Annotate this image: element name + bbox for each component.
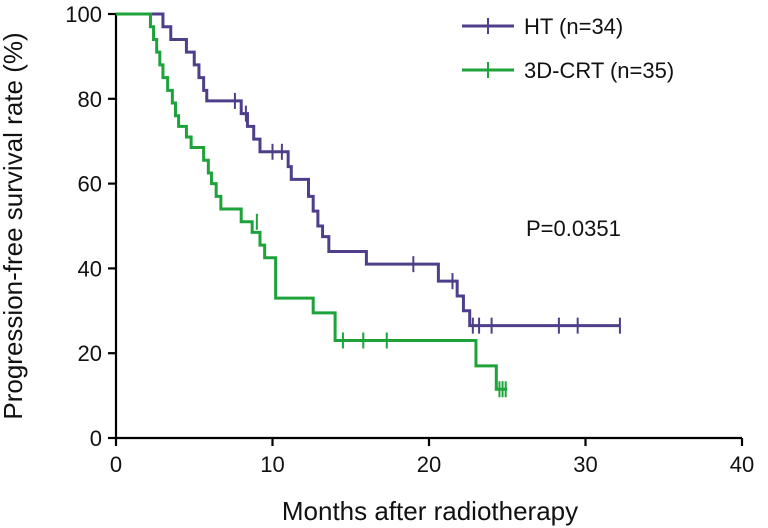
legend: HT (n=34) 3D-CRT (n=35): [462, 14, 674, 83]
y-tick-label: 0: [90, 426, 102, 451]
legend-label-ht: HT (n=34): [524, 14, 623, 39]
x-tick-label: 40: [730, 452, 754, 477]
y-axis-title: Progression-free survival rate (%): [0, 32, 28, 419]
y-tick-label: 60: [78, 172, 102, 197]
series-line-1: [116, 12, 508, 391]
x-tick-label: 0: [110, 452, 122, 477]
x-axis-title: Months after radiotherapy: [282, 496, 578, 526]
x-tick-label: 20: [417, 452, 441, 477]
y-tick-label: 100: [65, 2, 102, 27]
y-tick-label: 80: [78, 87, 102, 112]
y-tick-label: 20: [78, 341, 102, 366]
ticks: 0 10 20 30 40 0 20 40 60 80 100: [65, 2, 754, 477]
x-tick-label: 10: [260, 452, 284, 477]
y-tick-label: 40: [78, 256, 102, 281]
series-line-0: [116, 12, 620, 328]
legend-label-3dcrt: 3D-CRT (n=35): [524, 58, 674, 83]
x-tick-label: 30: [573, 452, 597, 477]
p-value-annotation: P=0.0351: [526, 216, 621, 241]
series-layer: [116, 12, 621, 398]
